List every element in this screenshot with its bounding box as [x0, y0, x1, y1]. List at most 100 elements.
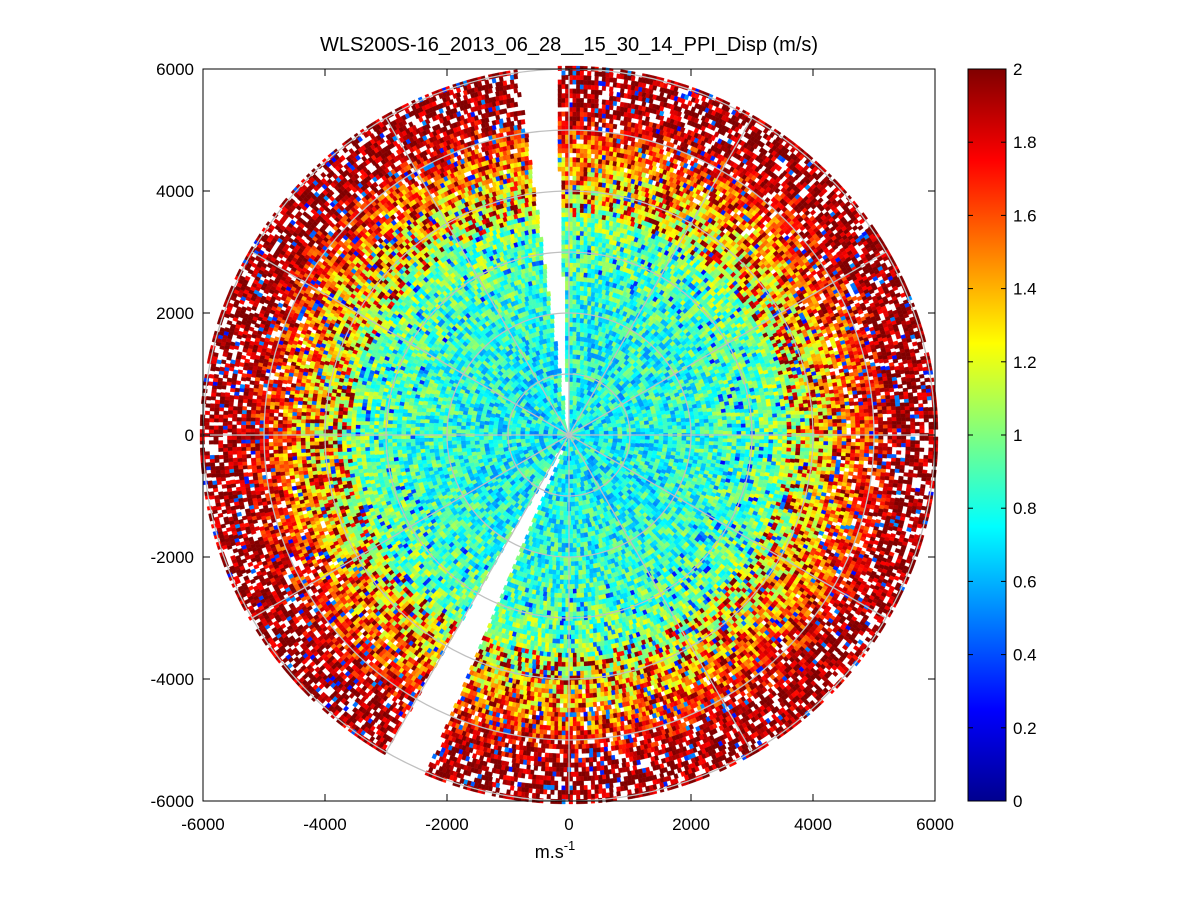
radar-cell	[572, 280, 577, 286]
radar-cell	[717, 422, 723, 427]
radar-cell	[483, 428, 489, 433]
radar-cell	[572, 331, 577, 337]
radar-cell	[406, 416, 412, 421]
radar-cell	[713, 444, 719, 450]
radar-cell	[465, 429, 471, 434]
radar-cell	[414, 437, 420, 442]
radar-cell	[563, 520, 568, 526]
radar-cell	[419, 444, 425, 450]
radar-cell	[437, 426, 443, 431]
radar-cell	[561, 267, 566, 273]
radar-cell	[579, 546, 585, 553]
radar-cell	[562, 497, 568, 503]
radar-cell	[579, 262, 585, 269]
radar-cell	[572, 469, 578, 475]
radar-cell	[553, 588, 559, 594]
radar-cell	[653, 439, 659, 444]
radar-cell	[576, 340, 581, 346]
radar-cell	[559, 574, 564, 580]
radar-cell	[663, 429, 669, 434]
radar-cell	[572, 529, 577, 535]
radar-cell	[407, 456, 413, 462]
radar-cell	[653, 424, 659, 429]
radar-cell	[713, 422, 719, 427]
radar-cell	[451, 421, 458, 427]
radar-cell	[428, 441, 434, 446]
radar-cell	[433, 437, 439, 442]
radar-cell	[576, 322, 581, 328]
radar-cell	[579, 267, 585, 273]
radar-cell	[667, 440, 673, 445]
radar-cell	[717, 441, 724, 446]
radar-cell	[703, 444, 710, 450]
radar-cell	[406, 419, 412, 425]
radar-cell	[474, 440, 480, 445]
radar-cell	[553, 592, 559, 598]
radar-cell	[410, 419, 416, 425]
radar-cell	[572, 271, 577, 277]
radar-cell	[727, 423, 733, 428]
radar-cell	[433, 430, 439, 435]
radar-cell	[501, 439, 508, 444]
radar-cell	[576, 547, 581, 553]
radar-cell	[452, 447, 458, 453]
radar-cell	[712, 418, 719, 424]
radar-cell	[644, 439, 650, 444]
radar-cell	[587, 591, 592, 598]
radar-cell	[579, 285, 585, 292]
radar-cell	[570, 575, 575, 581]
radar-cell	[570, 584, 575, 590]
radar-cell	[635, 435, 641, 441]
radar-cell	[419, 418, 426, 424]
radar-cell	[576, 537, 581, 544]
radar-cell	[717, 448, 723, 453]
radar-cell	[576, 285, 581, 291]
radar-cell	[406, 449, 412, 454]
radar-cell	[572, 483, 578, 489]
radar-cell	[465, 440, 471, 445]
radar-cell	[562, 501, 568, 507]
radar-cell	[549, 475, 555, 482]
radar-cell	[572, 322, 577, 328]
radar-cell	[501, 435, 507, 441]
radar-cell	[456, 443, 462, 449]
radar-cell	[456, 440, 462, 445]
radar-cell	[581, 564, 587, 571]
radar-cell	[501, 427, 507, 433]
radar-cell	[553, 359, 559, 365]
radar-cell	[572, 276, 577, 282]
radar-cell	[557, 588, 562, 594]
radar-cell	[555, 579, 561, 585]
radar-cell	[572, 547, 577, 553]
radar-cell	[542, 282, 548, 288]
radar-cell	[415, 422, 421, 427]
radar-cell	[731, 419, 737, 425]
radar-cell	[672, 429, 678, 434]
radar-cell	[488, 443, 494, 448]
radar-cell	[555, 560, 560, 566]
radar-cell	[576, 331, 581, 337]
radar-cell	[410, 449, 417, 454]
radar-cell	[699, 430, 705, 435]
radar-cell	[563, 510, 568, 516]
radar-cell	[405, 427, 411, 432]
radar-cell	[672, 425, 678, 430]
radar-cell	[617, 426, 623, 432]
radar-cell	[577, 519, 583, 525]
radar-cell	[424, 444, 430, 450]
radar-cell	[478, 435, 484, 440]
radar-cell	[410, 416, 417, 421]
radar-cell	[572, 478, 578, 484]
radar-cell	[576, 597, 581, 603]
radar-cell	[703, 415, 709, 420]
radar-cell	[585, 564, 590, 570]
radar-cell	[572, 344, 577, 351]
radar-cell	[493, 443, 499, 448]
radar-cell	[648, 420, 654, 426]
radar-cell	[474, 436, 480, 441]
radar-cell	[551, 578, 557, 585]
radar-cell	[731, 445, 737, 451]
radar-cell	[414, 441, 421, 446]
radar-cell	[583, 536, 589, 543]
